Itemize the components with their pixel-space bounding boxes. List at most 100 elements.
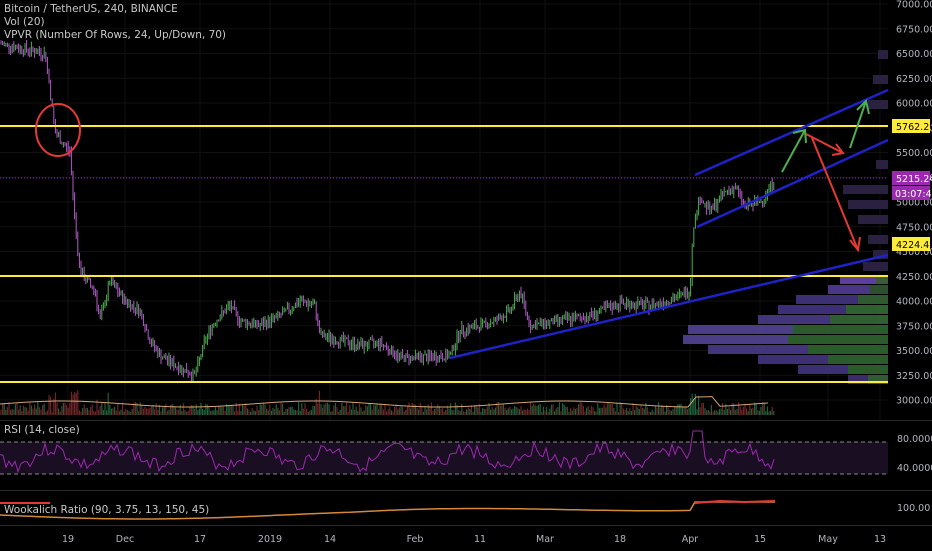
volume-bar [355, 406, 357, 415]
volume-bar [734, 409, 736, 415]
volume-bar [18, 409, 20, 415]
arrow-up-1-head [792, 128, 807, 144]
volume-bar [368, 403, 370, 415]
volume-bar [502, 403, 504, 415]
volume-bar [398, 407, 400, 415]
time-axis[interactable]: 19 Dec 17 2019 14 Feb 11 Mar 18 Apr 15 May 13 [0, 525, 932, 551]
price-chart-svg[interactable]: 7000.006750.006500.006250.006000.005750.… [0, 0, 932, 420]
volume-bar [5, 409, 7, 415]
channel-upper-line[interactable] [694, 88, 889, 177]
time-axis-label: 17 [194, 534, 206, 545]
volume-bar [274, 409, 276, 415]
volume-bar [648, 411, 650, 415]
volume-bar [384, 403, 386, 415]
volume-bar [203, 409, 205, 415]
price-axis-label: 7000.00 [896, 0, 932, 11]
volume-bar [626, 407, 628, 415]
volume-bar [589, 409, 591, 415]
volume-bar [650, 411, 652, 415]
volume-bar [491, 407, 493, 415]
volume-bar [485, 408, 487, 415]
volume-bar [707, 409, 709, 415]
volume-bar [622, 408, 624, 415]
price-axis-label: 6500.00 [896, 49, 932, 60]
volume-bar [613, 407, 615, 415]
volume-bar [363, 410, 365, 415]
volume-bar [690, 398, 692, 415]
vol-legend[interactable]: Vol (20) [4, 16, 45, 28]
volume-bar [536, 405, 538, 415]
wookalich-pane[interactable]: 100.00 Wookalich Ratio (90, 3.75, 13, 15… [0, 490, 932, 526]
volume-bar [720, 408, 722, 415]
volume-bar [706, 410, 708, 415]
volume-bar [642, 407, 644, 415]
highlight-circle[interactable] [35, 103, 81, 157]
volume-bar [142, 408, 144, 415]
wookalich-legend[interactable]: Wookalich Ratio (90, 3.75, 13, 150, 45) [4, 504, 210, 516]
volume-bar [542, 406, 544, 415]
time-axis-label: Dec [116, 534, 134, 545]
volume-bar [429, 406, 431, 415]
volume-bar [418, 409, 420, 415]
vpvr-row-up [876, 275, 888, 284]
volume-bar [270, 410, 272, 415]
vpvr-row-faint [878, 50, 888, 59]
price-axis[interactable]: 7000.006750.006500.006250.006000.005750.… [896, 0, 932, 407]
volume-bar [469, 408, 471, 415]
volume-bar [293, 409, 295, 415]
volume-bar [138, 411, 140, 415]
trendline-lower[interactable] [449, 253, 889, 360]
vpvr-row-faint [863, 262, 888, 271]
price-candles [0, 40, 775, 383]
volume-bar [619, 402, 621, 415]
volume-bar [288, 407, 290, 415]
volume-bar [344, 406, 346, 415]
volume-bar [643, 408, 645, 415]
volume-bar [451, 410, 453, 415]
volume-bar [139, 402, 141, 415]
vpvr-row-faint [873, 75, 888, 84]
volume-bar [571, 410, 573, 415]
volume-bar [59, 411, 61, 415]
price-tag-support: 4224.42 [892, 237, 932, 251]
rsi-pane[interactable]: 80.0000 40.0000 RSI (14, close) [0, 420, 932, 491]
volume-bar [56, 402, 58, 415]
volume-bar [771, 406, 773, 415]
volume-bar [26, 407, 28, 415]
volume-bar [307, 411, 309, 415]
volume-bar [189, 407, 191, 415]
symbol-title[interactable]: Bitcoin / TetherUS, 240, BINANCE [4, 3, 178, 15]
volume-bar [717, 411, 719, 415]
volume-bar [66, 405, 68, 415]
volume-bar [378, 409, 380, 415]
wookalich-line [0, 501, 775, 520]
volume-bar [150, 406, 152, 415]
volume-bar [514, 406, 516, 415]
price-pane[interactable]: 7000.006750.006500.006250.006000.005750.… [0, 0, 932, 420]
channel-lower-line[interactable] [696, 138, 889, 229]
volume-bar [461, 403, 463, 415]
arrow-down-1-head [831, 143, 845, 156]
volume-bar [678, 404, 680, 415]
volume-bar [160, 411, 162, 415]
volume-bar [738, 402, 740, 415]
volume-bar [373, 404, 375, 415]
rsi-legend[interactable]: RSI (14, close) [4, 424, 80, 436]
volume-bar [78, 410, 80, 415]
volume-bar [531, 405, 533, 415]
volume-bar [27, 410, 29, 415]
time-axis-label: 19 [62, 534, 74, 545]
volume-bar [347, 411, 349, 415]
volume-bar [582, 405, 584, 415]
projection-arrows[interactable] [781, 99, 870, 253]
volume-bar [170, 405, 172, 415]
volume-bar [206, 404, 208, 415]
vpvr-row-up [830, 315, 888, 324]
volume-bar [512, 408, 514, 415]
volume-bar [632, 403, 634, 415]
volume-bar [749, 404, 751, 415]
volume-bar [122, 402, 124, 415]
volume-bar [211, 410, 213, 415]
vpvr-legend[interactable]: VPVR (Number Of Rows, 24, Up/Down, 70) [4, 29, 227, 41]
arrow-down-2 [811, 137, 859, 251]
